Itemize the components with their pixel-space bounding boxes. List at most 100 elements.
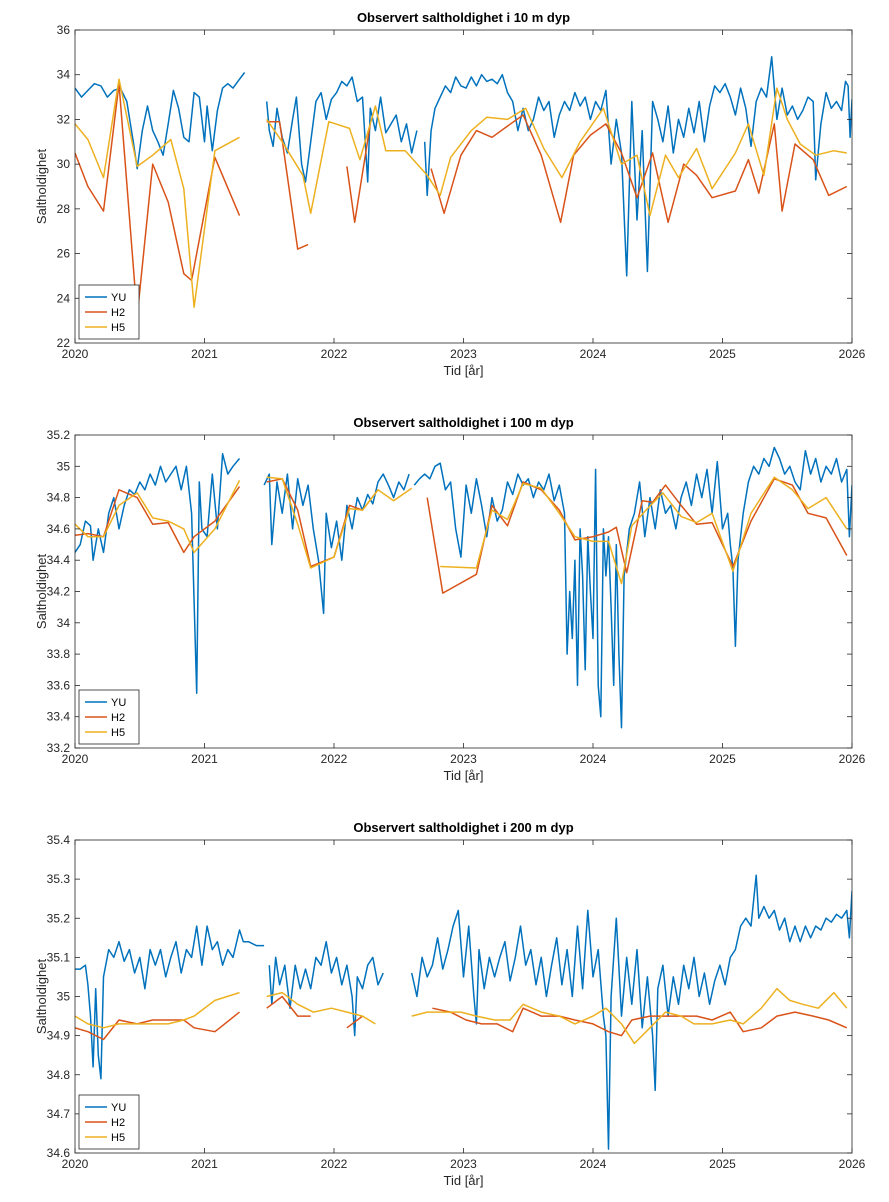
y-tick-label: 33.8	[47, 647, 71, 661]
axes-box	[74, 29, 853, 344]
series-line-yu-segment-1	[75, 453, 241, 694]
y-tick-label: 34.7	[47, 1107, 71, 1121]
y-tick-label: 35.2	[47, 428, 71, 442]
legend: YU H2 H5	[78, 689, 140, 745]
y-tick-label: 34	[57, 616, 71, 630]
x-tick-label: 2026	[839, 752, 866, 766]
plot-area	[75, 874, 852, 1150]
x-tick-label: 2021	[191, 347, 218, 361]
series-line-h5-segment-1	[75, 78, 240, 308]
series-line-h2-segment-4	[432, 1007, 848, 1037]
x-axis-label: Tid [år]	[444, 363, 484, 378]
series-line-h2-segment-3	[346, 1015, 363, 1029]
y-tick-label: 35.1	[47, 950, 71, 964]
x-tick-label: 2023	[450, 1157, 477, 1171]
legend: YU H2 H5	[78, 1094, 140, 1150]
y-tick-label: 35.2	[47, 911, 71, 925]
y-tick-label: 34.6	[47, 1146, 71, 1160]
x-tick-label: 2020	[62, 347, 89, 361]
x-tick-label: 2023	[450, 752, 477, 766]
y-tick-label: 35.4	[47, 833, 71, 847]
legend-label-yu: YU	[111, 697, 126, 709]
series-line-yu-segment-3	[410, 874, 852, 1150]
legend-label-h5: H5	[111, 322, 125, 334]
series-line-h5-segment-2	[266, 87, 847, 217]
x-tick-label: 2020	[62, 752, 89, 766]
legend-label-h2: H2	[111, 712, 125, 724]
y-axis-label: Saltholdighet	[34, 959, 49, 1035]
y-tick-label: 34.9	[47, 1029, 71, 1043]
legend-label-h2: H2	[111, 307, 125, 319]
y-tick-label: 34	[57, 68, 71, 82]
series-line-yu-segment-1	[75, 72, 246, 170]
y-tick-label: 33.4	[47, 710, 71, 724]
series-line-h5-segment-1	[75, 480, 241, 554]
chart-title: Observert saltholdighet i 200 m dyp	[353, 820, 573, 835]
series-line-yu-segment-3	[423, 56, 852, 277]
x-tick-label: 2022	[321, 1157, 348, 1171]
x-tick-label: 2025	[709, 1157, 736, 1171]
y-tick-label: 34.8	[47, 491, 71, 505]
y-tick-label: 34.2	[47, 585, 71, 599]
y-tick-label: 35	[57, 990, 71, 1004]
y-tick-label: 34.4	[47, 553, 71, 567]
series-line-h5-segment-3	[440, 476, 848, 585]
x-tick-label: 2025	[709, 752, 736, 766]
y-tick-label: 33.2	[47, 741, 71, 755]
legend-box	[78, 284, 140, 340]
chart-title: Observert saltholdighet i 100 m dyp	[353, 415, 573, 430]
series-line-yu-segment-2	[263, 473, 410, 615]
x-tick-label: 2020	[62, 1157, 89, 1171]
legend-label-h5: H5	[111, 727, 125, 739]
legend-label-yu: YU	[111, 1102, 126, 1114]
x-tick-label: 2021	[191, 1157, 218, 1171]
chart-panel-3: Observert saltholdighet i 200 m dyp 2020 2…	[34, 820, 866, 1188]
chart-panel-1: Observert saltholdighet i 10 m dyp 2020 20…	[34, 10, 866, 378]
series-line-h2-segment-2	[266, 478, 379, 568]
x-tick-label: 2022	[321, 752, 348, 766]
series-line-h5-segment-1	[75, 991, 240, 1029]
legend-label-yu: YU	[111, 292, 126, 304]
series-line-h5-segment-2	[266, 991, 376, 1025]
y-tick-label: 30	[57, 157, 71, 171]
series-line-h2-segment-3	[426, 478, 848, 594]
series-line-h2-segment-1	[75, 486, 241, 554]
y-tick-label: 28	[57, 202, 71, 216]
axes-box	[74, 839, 853, 1154]
x-tick-label: 2024	[580, 752, 607, 766]
x-tick-label: 2021	[191, 752, 218, 766]
plot-area	[75, 446, 852, 729]
legend-label-h5: H5	[111, 1132, 125, 1144]
y-tick-label: 35	[57, 459, 71, 473]
chart-panel-2: Observert saltholdighet i 100 m dyp 2020 2…	[34, 415, 866, 783]
axes-box	[74, 434, 853, 749]
x-tick-label: 2024	[580, 1157, 607, 1171]
y-tick-label: 34.6	[47, 522, 71, 536]
y-tick-label: 26	[57, 247, 71, 261]
y-tick-label: 24	[57, 291, 71, 305]
y-tick-label: 34.8	[47, 1068, 71, 1082]
x-axis-label: Tid [år]	[444, 768, 484, 783]
legend-label-h2: H2	[111, 1117, 125, 1129]
series-line-h2-segment-2	[266, 995, 311, 1017]
y-tick-label: 36	[57, 23, 71, 37]
series-line-yu-segment-3	[413, 446, 852, 729]
y-tick-label: 22	[57, 336, 71, 350]
y-axis-label: Saltholdighet	[34, 149, 49, 225]
x-tick-label: 2025	[709, 347, 736, 361]
series-line-yu-segment-1	[75, 925, 265, 1080]
x-tick-label: 2024	[580, 347, 607, 361]
series-line-h2-segment-4	[430, 114, 848, 224]
series-line-h5-segment-3	[411, 987, 848, 1045]
y-tick-label: 35.3	[47, 872, 71, 886]
legend: YU H2 H5	[78, 284, 140, 340]
series-line-h2-segment-2	[266, 120, 309, 250]
x-tick-label: 2022	[321, 347, 348, 361]
y-tick-label: 32	[57, 112, 71, 126]
x-tick-label: 2026	[839, 347, 866, 361]
x-axis-label: Tid [år]	[444, 1173, 484, 1188]
x-tick-label: 2026	[839, 1157, 866, 1171]
series-line-yu-segment-2	[268, 940, 384, 1037]
chart-title: Observert saltholdighet i 10 m dyp	[357, 10, 570, 25]
